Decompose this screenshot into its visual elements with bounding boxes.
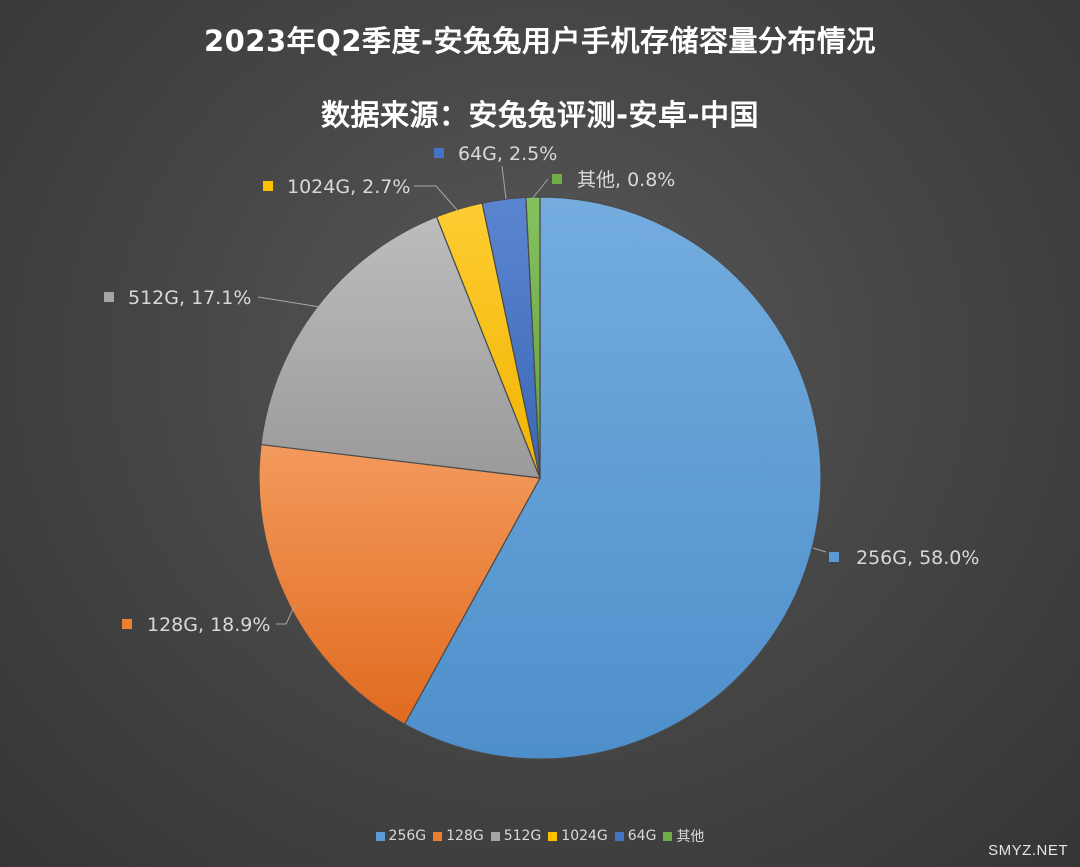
legend-item-其他: 其他 [663,826,704,846]
legend-item-1024G: 1024G [548,828,608,844]
data-label-swatch-1024G [263,181,273,191]
legend-label: 1024G [561,828,608,844]
legend-swatch [663,831,673,841]
chart-title: 2023年Q2季度-安兔兔用户手机存储容量分布情况 [203,24,877,58]
legend-item-512G: 512G [490,828,542,844]
legend-swatch [375,831,385,841]
data-label-1024G: 1024G, 2.7% [287,176,410,198]
data-label-swatch-256G [829,552,839,562]
leader-line-64G [501,165,507,200]
leader-line-1024G [414,185,459,212]
data-label-256G: 256G, 58.0% [856,547,979,569]
legend-label: 512G [503,828,542,844]
data-label-swatch-128G [122,619,132,629]
legend-item-128G: 128G [433,828,484,844]
data-label-其他: 其他, 0.8% [577,169,675,191]
chart-subtitle: 数据来源：安兔兔评测-安卓-中国 [320,98,760,132]
pie-slice-128G [258,443,541,726]
data-label-swatch-64G [434,148,444,158]
data-label-swatch-其他 [552,174,562,184]
legend-label: 64G [627,828,657,844]
legend-item-64G: 64G [614,828,657,844]
data-label-swatch-512G [104,292,114,302]
legend-swatch [614,831,624,841]
legend-swatch [433,831,443,841]
data-label-128G: 128G, 18.9% [147,614,270,636]
legend-swatch [548,831,558,841]
pie-slice-256G [403,196,822,760]
legend-label: 其他 [676,829,705,845]
legend-swatch [490,831,500,841]
data-label-64G: 64G, 2.5% [458,143,557,165]
watermark: SMYZ.NET [988,842,1068,859]
legend-label: 256G [388,828,427,844]
legend: 256G 128G 512G 1024G 64G 其他 [0,826,1080,846]
leader-line-128G [276,604,296,625]
data-label-512G: 512G, 17.1% [128,287,251,309]
legend-item-256G: 256G [375,828,427,844]
leader-line-512G [257,296,321,308]
leader-line-其他 [531,178,549,200]
leader-line-256G [812,547,827,553]
legend-label: 128G [446,828,484,844]
